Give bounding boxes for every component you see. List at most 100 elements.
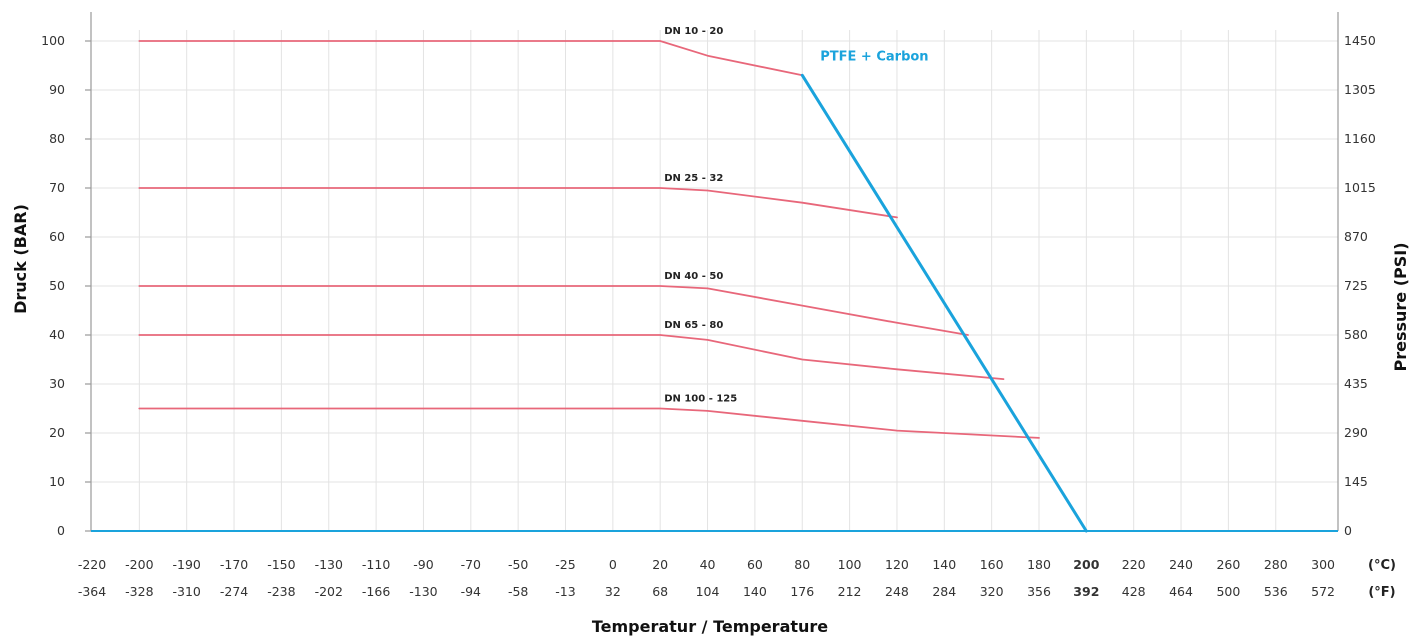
y-tick-label-left: 60: [49, 229, 65, 244]
unit-celsius-label: (°C): [1368, 558, 1396, 573]
x-tick-label-celsius: 300: [1311, 557, 1335, 572]
x-tick-label-fahrenheit: 572: [1311, 584, 1335, 599]
x-tick-label-fahrenheit: 464: [1169, 584, 1193, 599]
x-tick-label-fahrenheit: 248: [885, 584, 909, 599]
y-ticks-right: 0 145 290 435 580 725 870 1015 1160 1305 1450: [1344, 33, 1376, 538]
x-tick-label-fahrenheit: 392: [1073, 584, 1099, 599]
x-tick-label-fahrenheit: -328: [125, 584, 153, 599]
x-tick-label-celsius: 120: [885, 557, 909, 572]
y-axis-left-title: Druck (BAR): [11, 204, 30, 314]
series-label: DN 40 - 50: [664, 271, 723, 282]
x-tick-label-fahrenheit: -94: [461, 584, 481, 599]
y-tick-label-right: 0: [1344, 523, 1352, 538]
y-ticks-left: 0 10 20 30 40 50 60 70 80 90 100: [41, 33, 65, 538]
unit-fahrenheit-label: (°F): [1368, 585, 1395, 600]
x-tick-label-fahrenheit: -130: [409, 584, 437, 599]
x-tick-label-celsius: -150: [267, 557, 295, 572]
x-tick-label-fahrenheit: 500: [1216, 584, 1240, 599]
x-tick-label-celsius: 280: [1264, 557, 1288, 572]
x-tick-label-fahrenheit: -58: [508, 584, 528, 599]
x-tick-label-celsius: 60: [747, 557, 763, 572]
x-tick-label-celsius: 40: [700, 557, 716, 572]
x-tick-label-celsius: -90: [413, 557, 433, 572]
ptfe-carbon-line: [800, 73, 1088, 533]
x-tick-label-celsius: 20: [652, 557, 668, 572]
x-tick-label-fahrenheit: -274: [220, 584, 248, 599]
x-tick-label-celsius: -220: [78, 557, 106, 572]
x-tick-label-celsius: -110: [362, 557, 390, 572]
x-tick-label-celsius: -130: [315, 557, 343, 572]
x-tick-label-celsius: 200: [1073, 557, 1099, 572]
pressure-curve: [138, 285, 969, 336]
series-lines: [138, 40, 1088, 533]
x-tick-label-fahrenheit: 140: [743, 584, 767, 599]
y-tick-label-right: 870: [1344, 229, 1368, 244]
y-tick-label-right: 435: [1344, 376, 1368, 391]
y-tick-label-left: 30: [49, 376, 65, 391]
x-tick-label-celsius: -170: [220, 557, 248, 572]
y-tick-label-left: 50: [49, 278, 65, 293]
x-ticks-celsius: -220 -200 -190 -170 -150 -130 -110 -90 -70 -50 -25…: [78, 557, 1335, 572]
x-tick-label-fahrenheit: -202: [315, 584, 343, 599]
x-tick-label-celsius: 180: [1027, 557, 1051, 572]
series-labels: DN 10 - 20 DN 25 - 32 DN 40 - 50 DN 65 - 80…: [664, 26, 928, 405]
y-tick-label-left: 80: [49, 131, 65, 146]
x-tick-label-celsius: 160: [980, 557, 1004, 572]
x-ticks-fahrenheit: -364 -328 -310 -274 -238 -202 -166 -130 -94 -58 -1…: [78, 584, 1335, 599]
x-tick-label-fahrenheit: -13: [555, 584, 575, 599]
x-tick-label-fahrenheit: 212: [838, 584, 862, 599]
ptfe-carbon-label: PTFE + Carbon: [820, 50, 928, 65]
y-tick-label-right: 725: [1344, 278, 1368, 293]
pressure-curve: [138, 187, 898, 219]
axes: [85, 12, 1339, 532]
y-tick-label-right: 1305: [1344, 82, 1376, 97]
x-tick-label-celsius: 240: [1169, 557, 1193, 572]
x-tick-label-celsius: 220: [1122, 557, 1146, 572]
y-tick-label-right: 145: [1344, 474, 1368, 489]
y-tick-label-left: 20: [49, 425, 65, 440]
x-tick-label-fahrenheit: 284: [932, 584, 956, 599]
pressure-curve: [138, 40, 804, 77]
x-tick-label-fahrenheit: 68: [652, 584, 668, 599]
grid-lines: [91, 30, 1338, 531]
y-tick-label-right: 580: [1344, 327, 1368, 342]
y-tick-label-left: 70: [49, 180, 65, 195]
x-tick-label-fahrenheit: 32: [605, 584, 621, 599]
x-tick-label-celsius: 100: [838, 557, 862, 572]
x-tick-label-celsius: -50: [508, 557, 528, 572]
y-tick-label-left: 40: [49, 327, 65, 342]
x-tick-label-fahrenheit: 428: [1122, 584, 1146, 599]
x-tick-label-celsius: -190: [173, 557, 201, 572]
x-tick-label-celsius: 80: [794, 557, 810, 572]
x-tick-label-celsius: -200: [125, 557, 153, 572]
x-tick-label-celsius: -25: [555, 557, 575, 572]
y-tick-label-left: 10: [49, 474, 65, 489]
series-label: DN 65 - 80: [664, 320, 723, 331]
series-label: DN 10 - 20: [664, 26, 723, 37]
x-tick-label-fahrenheit: 104: [696, 584, 720, 599]
y-tick-label-right: 1015: [1344, 180, 1376, 195]
pressure-curve: [138, 407, 1040, 439]
x-tick-label-fahrenheit: 356: [1027, 584, 1051, 599]
pressure-curve: [138, 334, 1005, 380]
x-tick-label-fahrenheit: 320: [980, 584, 1004, 599]
y-axis-right-title: Pressure (PSI): [1391, 242, 1410, 371]
series-label: DN 100 - 125: [664, 394, 737, 405]
y-tick-label-right: 290: [1344, 425, 1368, 440]
y-tick-label-left: 100: [41, 33, 65, 48]
x-axis-title: Temperatur / Temperature: [592, 617, 828, 636]
x-tick-label-celsius: 260: [1216, 557, 1240, 572]
series-label: DN 25 - 32: [664, 173, 723, 184]
x-tick-label-fahrenheit: -238: [267, 584, 295, 599]
x-tick-label-fahrenheit: 536: [1264, 584, 1288, 599]
x-tick-label-fahrenheit: -310: [173, 584, 201, 599]
x-tick-label-fahrenheit: 176: [790, 584, 814, 599]
x-tick-label-celsius: 0: [609, 557, 617, 572]
x-tick-label-fahrenheit: -166: [362, 584, 390, 599]
x-tick-label-fahrenheit: -364: [78, 584, 106, 599]
x-tick-label-celsius: 140: [932, 557, 956, 572]
y-tick-label-left: 0: [57, 523, 65, 538]
y-tick-label-right: 1450: [1344, 33, 1376, 48]
y-tick-label-left: 90: [49, 82, 65, 97]
